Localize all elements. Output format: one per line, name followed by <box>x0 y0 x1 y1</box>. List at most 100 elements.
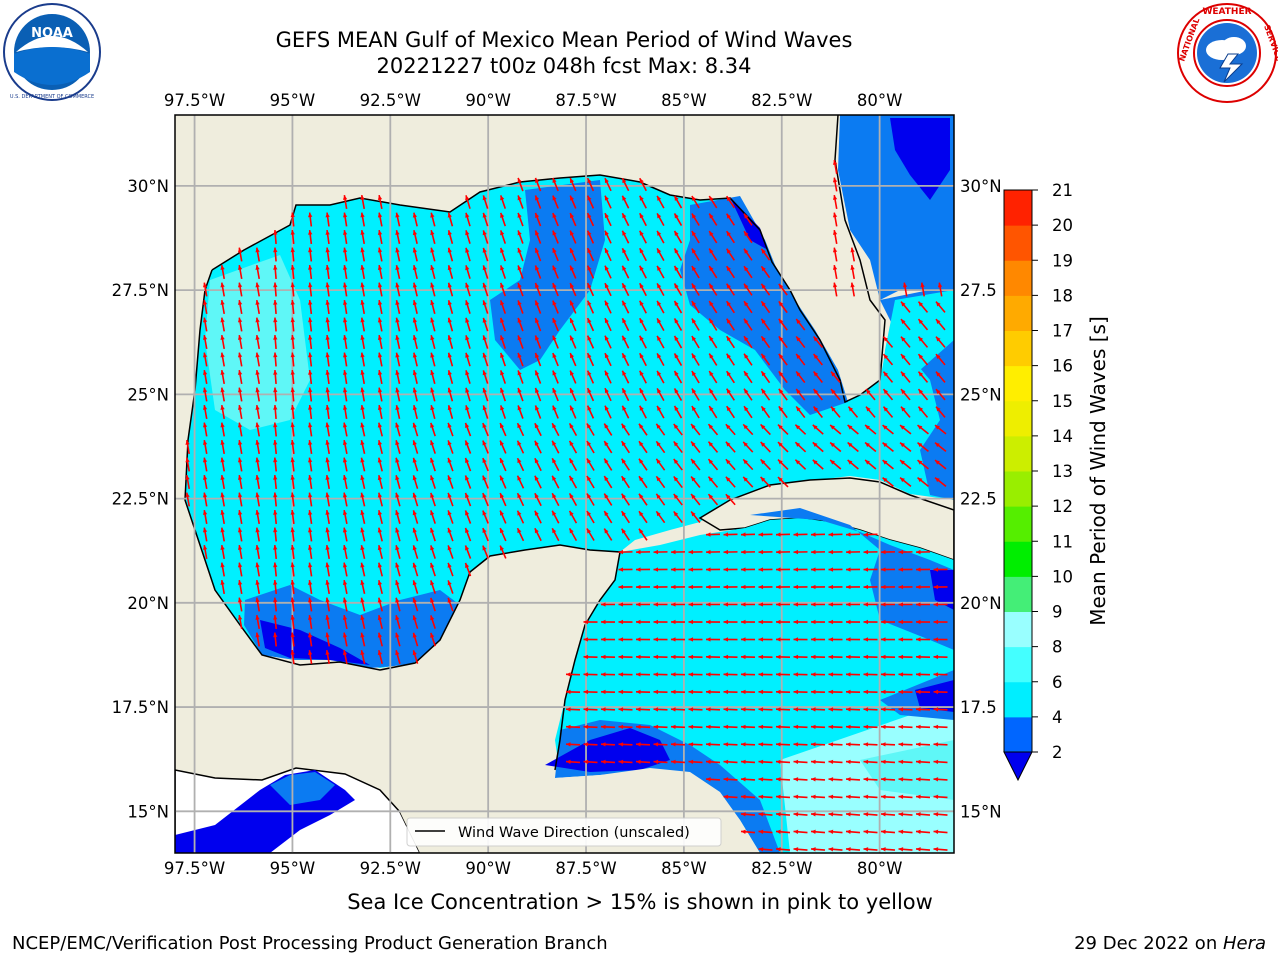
wave-arrow <box>670 689 686 695</box>
wave-arrow <box>898 847 913 852</box>
wave-arrow <box>705 777 721 782</box>
wave-arrow <box>377 282 383 297</box>
wave-arrow <box>618 549 633 555</box>
wave-arrow <box>307 597 313 612</box>
wave-arrow <box>758 654 773 660</box>
wave-arrow <box>586 352 595 367</box>
wave-arrow <box>726 213 735 226</box>
wave-arrow <box>690 423 701 436</box>
wave-arrow <box>742 458 754 471</box>
wave-arrow <box>325 404 330 420</box>
wave-arrow <box>845 829 861 834</box>
wave-arrow <box>499 405 507 419</box>
wave-arrow <box>638 475 648 489</box>
wave-arrow <box>740 672 756 677</box>
wave-arrow <box>464 475 472 489</box>
wave-arrow <box>850 247 856 262</box>
wave-arrow <box>933 654 948 660</box>
wave-arrow <box>863 847 878 852</box>
wave-arrow <box>412 650 419 664</box>
wave-arrow <box>430 212 436 227</box>
wave-arrow <box>793 777 808 782</box>
wave-arrow <box>534 300 542 314</box>
wave-arrow <box>742 476 754 488</box>
wave-arrow <box>778 300 788 314</box>
wave-arrow <box>933 567 948 572</box>
wave-arrow <box>828 567 843 572</box>
wave-arrow <box>412 282 418 297</box>
wave-arrow <box>551 510 560 524</box>
wave-arrow <box>464 510 472 524</box>
wave-arrow <box>653 549 668 555</box>
wave-arrow <box>708 370 718 384</box>
wave-arrow <box>430 405 436 419</box>
wave-arrow <box>618 619 633 625</box>
wave-arrow <box>793 567 808 572</box>
wave-arrow <box>308 352 313 367</box>
wave-arrow <box>778 353 788 366</box>
wave-arrow <box>758 777 773 782</box>
wave-arrow <box>517 195 524 209</box>
wave-arrow <box>673 423 683 436</box>
wave-arrow <box>758 829 773 834</box>
map-legend: Wind Wave Direction (unscaled) <box>406 817 722 847</box>
wave-arrow <box>726 318 735 331</box>
wave-arrow <box>552 247 559 262</box>
wave-arrow <box>688 584 703 590</box>
wave-arrow <box>726 335 735 349</box>
wave-arrow <box>740 532 756 537</box>
wave-arrow <box>705 532 721 537</box>
wave-arrow <box>847 424 859 435</box>
colorbar-segment <box>1004 260 1032 296</box>
wave-arrow <box>794 424 807 435</box>
wave-arrow <box>430 492 436 507</box>
wave-arrow <box>639 405 647 419</box>
colorbar-segment <box>1004 295 1032 331</box>
wave-arrow <box>412 492 419 507</box>
wave-arrow <box>430 527 436 542</box>
wave-arrow <box>360 457 366 472</box>
wave-arrow <box>935 406 946 418</box>
wave-arrow <box>691 230 700 244</box>
svg-text:U.S. DEPARTMENT OF COMMERCE: U.S. DEPARTMENT OF COMMERCE <box>10 94 94 100</box>
wave-arrow <box>600 707 616 712</box>
wave-arrow <box>670 672 686 677</box>
wave-arrow <box>793 619 808 625</box>
wave-arrow <box>377 527 383 542</box>
wave-arrow <box>360 439 366 455</box>
wave-arrow <box>915 654 931 660</box>
wave-arrow <box>273 352 278 367</box>
wave-arrow <box>465 335 471 349</box>
noaa-logo-text: NOAA <box>31 26 73 41</box>
wave-arrow <box>828 724 843 730</box>
wave-arrow <box>723 567 738 572</box>
wave-arrow <box>534 317 542 332</box>
wave-arrow <box>705 724 721 730</box>
wave-arrow <box>917 459 929 470</box>
wave-arrow <box>778 388 788 401</box>
wave-arrow <box>499 475 507 489</box>
wave-arrow <box>847 441 859 453</box>
wave-arrow <box>795 388 806 401</box>
wave-arrow <box>569 405 577 419</box>
wave-arrow <box>516 527 525 542</box>
wave-arrow <box>920 282 926 297</box>
wave-arrow <box>273 614 278 630</box>
wave-arrow <box>273 404 278 420</box>
wave-arrow <box>342 579 348 595</box>
wave-arrow <box>482 527 489 542</box>
wave-arrow <box>813 388 823 401</box>
wave-arrow <box>688 689 703 695</box>
wave-arrow <box>395 422 401 437</box>
wave-arrow <box>412 387 418 402</box>
wave-arrow <box>863 672 878 677</box>
wave-arrow <box>255 264 261 280</box>
wave-arrow <box>255 492 261 507</box>
wave-arrow <box>342 404 348 420</box>
wave-arrow <box>740 794 756 799</box>
wave-arrow <box>760 441 771 453</box>
wave-arrow <box>917 301 929 313</box>
wave-arrow <box>255 282 261 297</box>
wave-arrow <box>583 742 598 747</box>
wave-arrow <box>464 545 472 559</box>
